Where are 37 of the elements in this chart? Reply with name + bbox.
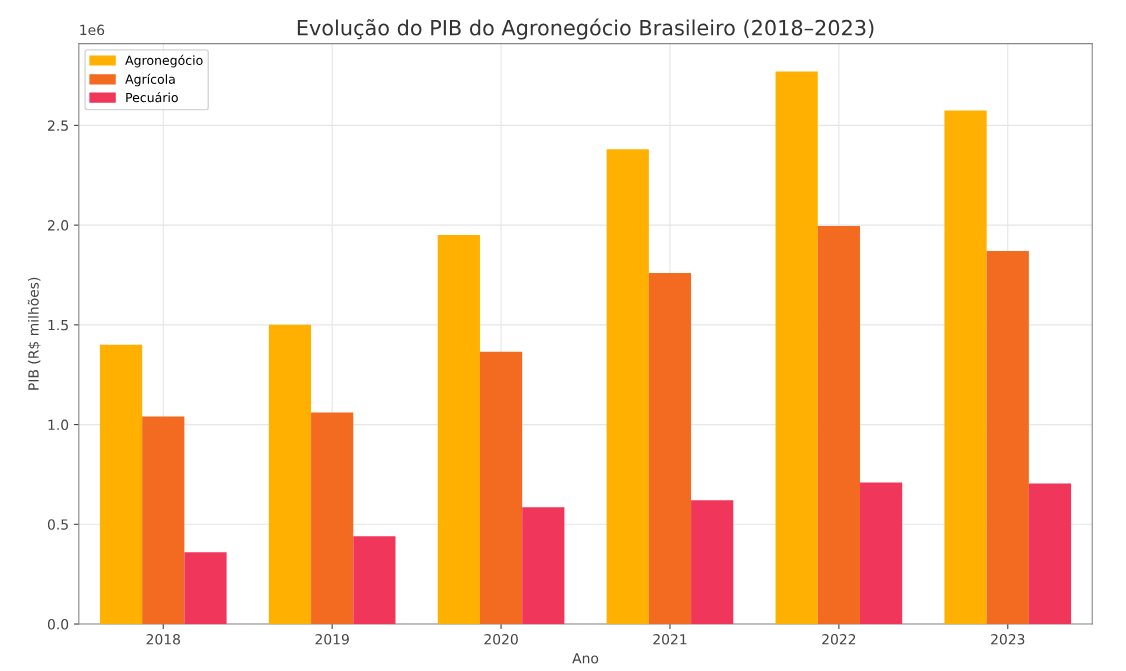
x-tick-label: 2018 (146, 634, 180, 645)
y-tick-label: 1.0 (48, 419, 69, 431)
bar (859, 482, 903, 625)
bar (775, 71, 818, 625)
bar (606, 149, 649, 625)
y-tick-label: 0.5 (47, 519, 68, 530)
x-tick-label: 2023 (991, 634, 1025, 645)
text: 1e6 (80, 24, 105, 36)
bar (268, 324, 312, 625)
bar (479, 351, 523, 625)
bar (986, 251, 1029, 625)
legend-label: Pecuário (126, 92, 178, 103)
bar (437, 235, 480, 625)
x-tick-label: 2021 (653, 634, 687, 645)
bar (817, 226, 860, 625)
bar (311, 412, 354, 625)
bar (944, 110, 987, 625)
bar (648, 272, 692, 625)
bar (691, 500, 734, 625)
y-tick-label: 1.5 (48, 320, 68, 331)
y-tick-label: 2.0 (48, 220, 69, 231)
bar (142, 416, 185, 625)
y-tick-label: 0.0 (47, 619, 69, 630)
y-axis-title: PIB (R$ milhões) (27, 277, 41, 390)
bar (184, 552, 227, 625)
bar (1028, 483, 1072, 625)
x-axis-title: Ano (572, 653, 599, 664)
legend-label: Agronegócio (125, 54, 203, 68)
y-tick-label: 2.5 (48, 120, 68, 131)
x-tick-label: 2022 (822, 634, 856, 645)
bar (353, 536, 396, 625)
x-tick-label: 2020 (484, 634, 518, 645)
x-tick-label: 2019 (315, 634, 349, 645)
legend-label: Agrícola (125, 73, 175, 87)
bar (99, 344, 143, 625)
bar (522, 507, 565, 625)
chart-title: Evolução do PIB do Agronegócio Brasileiro (2018–2023) (297, 18, 874, 40)
